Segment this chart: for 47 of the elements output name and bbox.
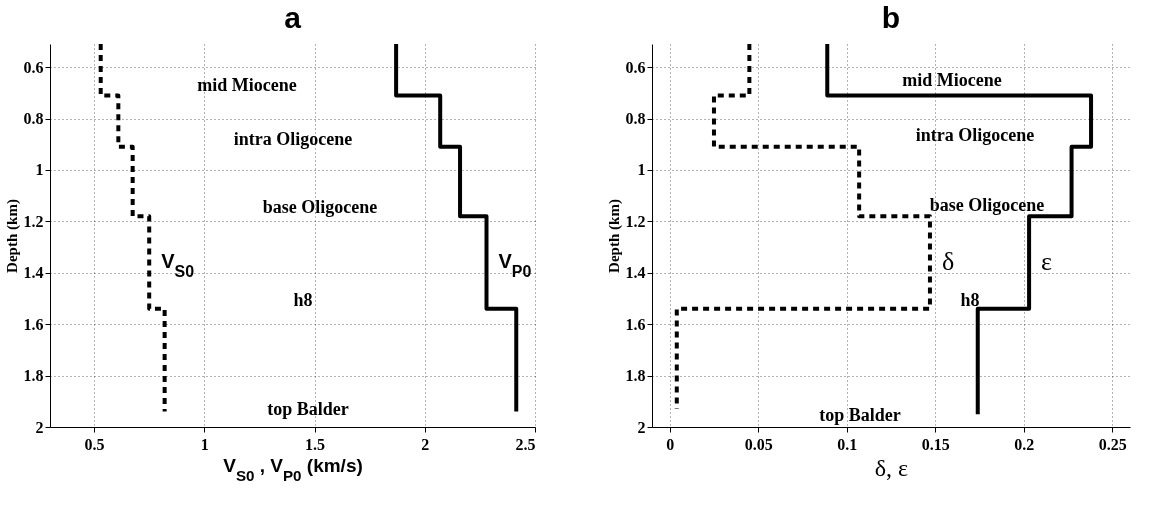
y-tick-label: 1 — [637, 161, 646, 179]
y-tick-label: 1.4 — [625, 264, 646, 282]
y-tick-label: 0.6 — [23, 58, 44, 76]
x-axis-title: δ, ε — [874, 454, 909, 481]
y-axis-title: Depth (km) — [605, 199, 623, 273]
annotation: base Oligocene — [262, 197, 378, 217]
y-tick-label: 0.8 — [23, 110, 44, 128]
x-tick-label: 1.5 — [305, 435, 326, 453]
x-tick-label: 1 — [200, 435, 209, 453]
x-tick-label: 0.05 — [744, 435, 773, 453]
x-tick-label: 0.25 — [1098, 435, 1127, 453]
series-label: V$_{P0}$ — [498, 250, 532, 280]
annotation: mid Miocene — [902, 70, 1002, 90]
x-tick-label: 0.5 — [84, 435, 105, 453]
series-label: V$_{S0}$ — [161, 250, 195, 280]
y-tick-label: 1.8 — [23, 367, 44, 385]
y-tick-label: 1.2 — [23, 212, 44, 230]
y-tick-label: 0.8 — [625, 110, 646, 128]
x-axis-title: V$_{S0}$ , V$_{P0}$ (km/s) — [223, 454, 363, 483]
chart-title: b — [881, 1, 901, 34]
x-tick-label: 0 — [666, 435, 675, 453]
y-tick-label: 2 — [637, 418, 646, 436]
annotation: h8 — [960, 290, 980, 310]
x-tick-label: 0.15 — [921, 435, 950, 453]
y-axis-title: Depth (km) — [3, 199, 21, 273]
y-tick-label: 1.4 — [23, 264, 44, 282]
series-label: δ — [941, 247, 955, 277]
y-tick-label: 1 — [35, 161, 44, 179]
x-tick-label: 0.1 — [837, 435, 858, 453]
annotation: mid Miocene — [197, 75, 297, 95]
chart-title: a — [284, 1, 302, 34]
y-tick-label: 0.6 — [625, 58, 646, 76]
x-tick-label: 2 — [421, 435, 430, 453]
y-tick-label: 1.6 — [23, 315, 44, 333]
annotation: intra Oligocene — [233, 129, 353, 149]
annotation: intra Oligocene — [915, 125, 1035, 145]
y-tick-label: 2 — [35, 418, 44, 436]
y-tick-label: 1.6 — [625, 315, 646, 333]
series-label: ε — [1041, 247, 1053, 277]
annotation: top Balder — [267, 399, 349, 419]
x-tick-label: 0.2 — [1014, 435, 1035, 453]
x-tick-label: 2.5 — [515, 435, 536, 453]
annotation: base Oligocene — [929, 195, 1045, 215]
annotation: h8 — [293, 290, 313, 310]
y-tick-label: 1.8 — [625, 367, 646, 385]
y-tick-label: 1.2 — [625, 212, 646, 230]
annotation: top Balder — [819, 405, 901, 425]
